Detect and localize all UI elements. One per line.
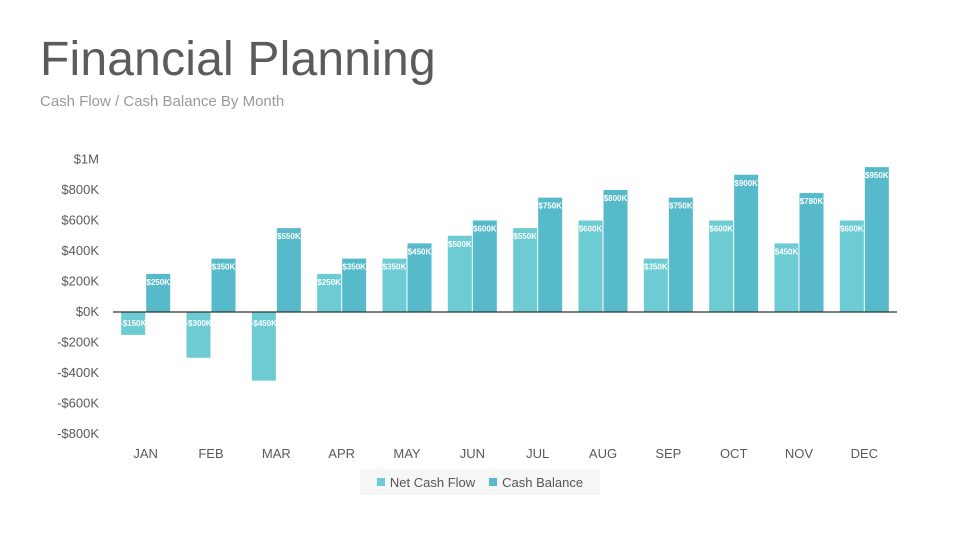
x-category-label: APR (328, 446, 355, 461)
bar-cash-balance (668, 197, 693, 312)
x-category-label: MAY (393, 446, 421, 461)
bar-net-cash-flow (709, 220, 734, 312)
x-category-label: JUN (460, 446, 485, 461)
y-tick-label: -$400K (57, 365, 99, 380)
bar-data-label: $600K (473, 225, 497, 234)
x-category-label: JUL (526, 446, 549, 461)
bar-data-label: $550K (513, 232, 537, 241)
legend-item-cash-balance: Cash Balance (489, 475, 583, 490)
bar-data-label: $500K (448, 240, 472, 249)
bar-cash-balance (211, 258, 236, 312)
y-tick-label: $0K (76, 304, 99, 319)
x-category-label: NOV (785, 446, 814, 461)
page-subtitle: Cash Flow / Cash Balance By Month (40, 93, 285, 110)
bar-data-label: -$450K (251, 319, 277, 328)
x-category-label: DEC (851, 446, 878, 461)
bar-net-cash-flow (774, 243, 799, 312)
legend-swatch-cash-balance (489, 478, 498, 486)
y-tick-label: $200K (61, 274, 99, 289)
y-tick-label: $1M (74, 152, 99, 167)
x-category-label: JAN (133, 446, 158, 461)
bar-data-label: $350K (644, 263, 668, 272)
bar-cash-balance (276, 228, 301, 312)
bar-net-cash-flow (121, 312, 146, 335)
bar-cash-balance (407, 243, 432, 312)
x-category-label: AUG (589, 446, 617, 461)
bar-net-cash-flow (643, 258, 668, 312)
legend-swatch-net-cash-flow (376, 478, 385, 486)
bar-data-label: $600K (840, 225, 864, 234)
bar-data-label: $750K (669, 202, 693, 211)
bar-data-label: $350K (342, 263, 366, 272)
bar-data-label: $250K (146, 278, 170, 287)
y-tick-label: -$200K (57, 335, 99, 350)
bar-cash-balance (864, 167, 889, 312)
bar-net-cash-flow (382, 258, 407, 312)
bar-net-cash-flow (251, 312, 276, 381)
bar-cash-balance (603, 190, 628, 312)
bar-data-label: -$300K (185, 319, 211, 328)
y-tick-label: $600K (61, 213, 99, 228)
x-category-label: SEP (655, 446, 681, 461)
bar-cash-balance (342, 258, 367, 312)
x-category-label: OCT (720, 446, 748, 461)
bar-cash-balance (472, 220, 497, 312)
bar-data-label: $350K (383, 263, 407, 272)
legend-label-net-cash-flow: Net Cash Flow (389, 474, 476, 490)
bar-data-label: $600K (579, 225, 603, 234)
bar-net-cash-flow (839, 220, 864, 312)
bar-data-label: $750K (538, 202, 562, 211)
bar-net-cash-flow (447, 235, 472, 312)
x-category-label: MAR (262, 446, 291, 461)
y-tick-label: $400K (61, 243, 99, 258)
x-category-label: FEB (198, 446, 223, 461)
bar-net-cash-flow (513, 228, 538, 312)
bar-data-labels: -$150K$250K-$300K$350K-$450K$550K$250K$3… (120, 171, 889, 328)
bar-data-label: $600K (709, 225, 733, 234)
legend-item-net-cash-flow: Net Cash Flow (376, 474, 476, 490)
bar-data-label: $780K (800, 197, 824, 206)
bar-cash-balance (538, 197, 563, 312)
bar-cash-balance (734, 174, 759, 312)
bar-data-label: -$150K (120, 319, 146, 328)
bar-data-label: $800K (604, 194, 628, 203)
y-tick-label: $800K (61, 182, 99, 197)
bar-data-label: $450K (408, 247, 432, 256)
y-tick-label: -$800K (57, 426, 99, 441)
bar-data-label: $350K (212, 263, 236, 272)
bar-data-label: $900K (734, 179, 758, 188)
legend: Net Cash Flow Cash Balance (360, 469, 600, 495)
bar-data-label: $450K (775, 247, 799, 256)
bar-net-cash-flow (578, 220, 603, 312)
bar-cash-balance (799, 193, 824, 312)
bar-data-label: $250K (317, 278, 341, 287)
x-axis-categories: JAN FEB MAR APR MAY JUN JUL AUG SEP OCT NOV DEC (133, 446, 878, 461)
bar-series (121, 167, 889, 381)
page-title: Financial Planning (40, 33, 436, 86)
y-tick-label: -$600K (57, 396, 99, 411)
bar-data-label: $550K (277, 232, 301, 241)
bar-data-label: $950K (865, 171, 889, 180)
legend-label-cash-balance: Cash Balance (502, 474, 584, 490)
bar-cash-balance (146, 273, 171, 312)
y-axis-ticks: $1M $800K $600K $400K $200K $0K -$200K -$400K -$… (57, 152, 99, 442)
bar-net-cash-flow (186, 312, 211, 358)
bar-net-cash-flow (317, 273, 342, 312)
